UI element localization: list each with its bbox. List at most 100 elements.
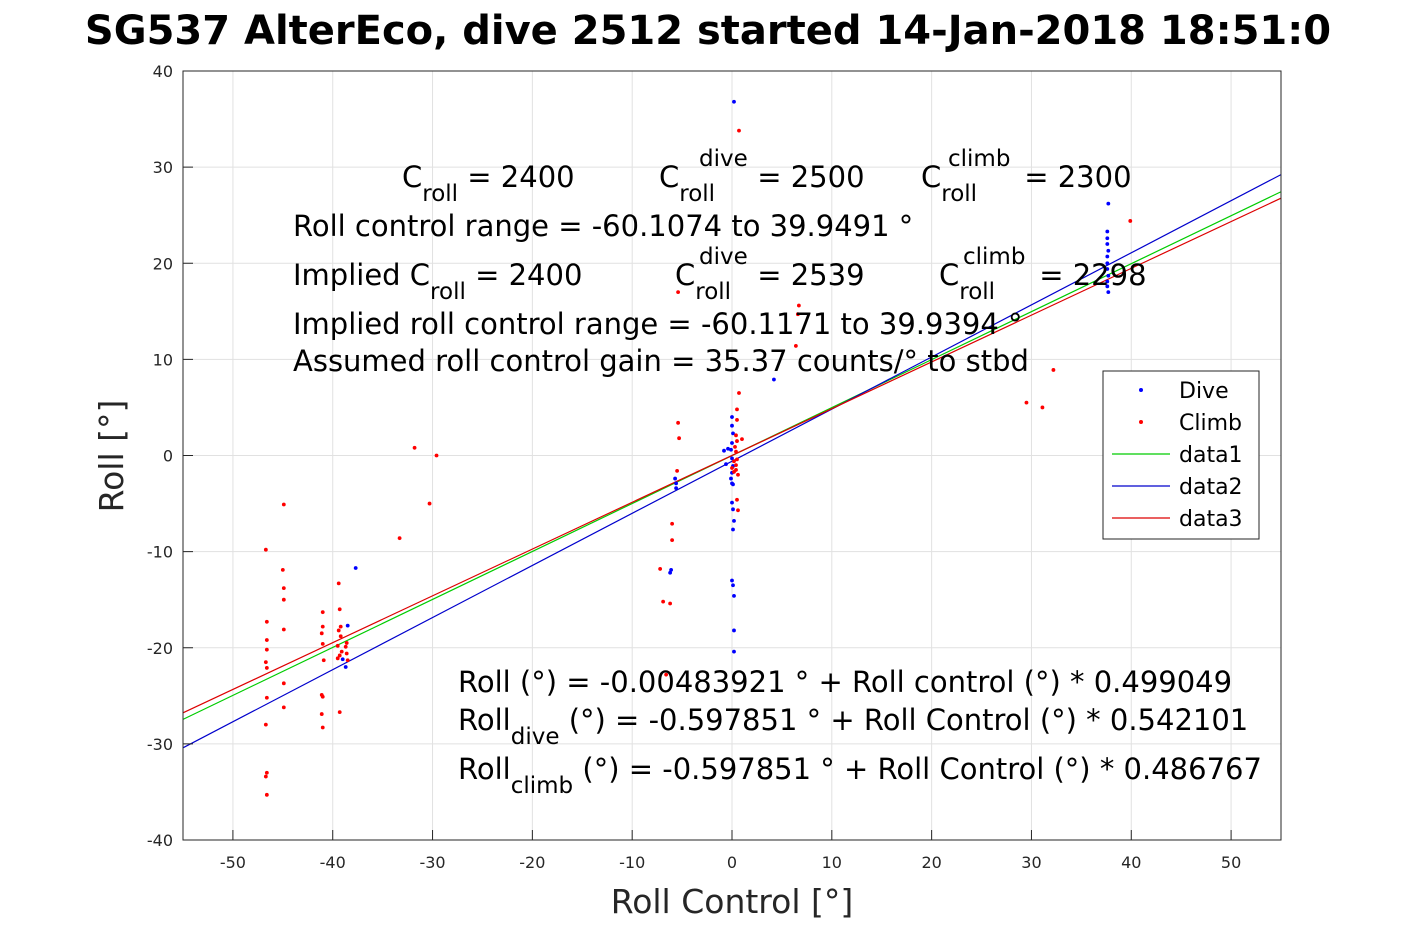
dive-point	[722, 448, 726, 453]
dive-point	[343, 665, 348, 669]
climb-point	[319, 631, 324, 636]
climb-point	[795, 312, 800, 317]
data-points	[263, 99, 1133, 797]
climb-point	[264, 666, 269, 670]
legend-marker-dive	[1139, 388, 1143, 392]
y-tick-label: -40	[147, 831, 173, 850]
climb-point	[734, 449, 738, 454]
dive-point	[1106, 248, 1111, 253]
dive-point	[730, 423, 734, 428]
fit-lines	[182, 174, 1282, 749]
climb-point	[675, 468, 679, 473]
annotation-implied-c-roll-dive: Crolldive = 2539	[675, 244, 865, 305]
annotation-implied-c-roll-climb: Crollclimb = 2298	[939, 244, 1147, 305]
climb-point	[737, 391, 741, 395]
dive-point	[1105, 254, 1110, 259]
dive-point	[772, 377, 776, 382]
dive-point	[1105, 229, 1110, 234]
climb-point	[321, 658, 326, 663]
annotation-implied-range: Implied roll control range = -60.1171 to…	[293, 307, 1023, 341]
dive-point	[731, 482, 735, 487]
climb-point	[263, 660, 268, 665]
legend-box	[1102, 370, 1260, 540]
climb-point	[668, 601, 673, 606]
y-tick-label: -30	[147, 735, 173, 754]
fit-line-data3	[182, 197, 1282, 714]
climb-point	[281, 586, 286, 591]
climb-point	[320, 725, 325, 730]
legend-label-climb: Climb	[1179, 411, 1242, 436]
climb-point	[734, 463, 738, 468]
climb-point	[281, 705, 286, 710]
climb-point	[338, 624, 343, 629]
climb-point	[263, 547, 268, 552]
chart-title: SG537 AlterEco, dive 2512 started 14-Jan…	[85, 8, 1331, 54]
climb-point	[338, 634, 343, 639]
climb-point	[676, 290, 680, 294]
dive-point	[732, 593, 736, 598]
climb-point	[735, 457, 739, 462]
dive-point	[674, 481, 679, 486]
dive-point	[353, 566, 358, 570]
climb-point	[264, 647, 269, 652]
climb-point	[793, 344, 798, 348]
dive-point	[729, 476, 733, 481]
dive-point	[1105, 279, 1110, 284]
y-tick-label: -20	[147, 639, 173, 658]
dive-point	[340, 657, 345, 662]
y-tick-label: 30	[153, 158, 173, 177]
climb-point	[796, 303, 801, 308]
climb-point	[735, 418, 739, 422]
climb-point	[336, 581, 341, 586]
dive-point	[1105, 242, 1110, 246]
dive-point	[1105, 261, 1110, 266]
climb-point	[670, 538, 675, 542]
dive-point	[1106, 273, 1111, 278]
dive-point	[1106, 290, 1111, 294]
legend-label-data1: data1	[1179, 443, 1243, 468]
dive-point	[732, 628, 736, 633]
climb-point	[264, 770, 269, 775]
annotation-roll-control-range: Roll control range = -60.1074 to 39.9491…	[293, 209, 913, 243]
climb-point	[737, 128, 741, 133]
climb-point	[263, 774, 268, 779]
y-tick-label: -10	[147, 543, 173, 562]
climb-point	[280, 567, 285, 572]
dive-point	[726, 446, 730, 451]
climb-point	[320, 694, 325, 699]
climb-point	[335, 643, 340, 648]
dive-point	[1105, 236, 1110, 241]
legend-marker-climb	[1139, 420, 1143, 424]
dive-point	[730, 456, 734, 461]
climb-point	[732, 469, 736, 474]
annotation-c-roll: Croll = 2400	[402, 160, 575, 207]
climb-point	[427, 501, 432, 506]
dive-point	[668, 570, 673, 575]
climb-point	[412, 445, 417, 450]
dive-point	[730, 500, 734, 505]
climb-point	[736, 508, 740, 513]
x-axis-label: Roll Control [°]	[611, 882, 854, 921]
climb-point	[337, 607, 342, 612]
climb-point	[281, 627, 286, 632]
legend-label-data2: data2	[1179, 475, 1243, 500]
climb-point	[320, 610, 325, 615]
dive-point	[732, 518, 736, 523]
climb-point	[319, 712, 324, 716]
climb-point	[337, 710, 342, 715]
climb-point	[281, 502, 286, 507]
legend-label-dive: Dive	[1179, 379, 1229, 404]
y-axis-label: Roll [°]	[92, 400, 131, 513]
annotation-c-roll-climb: Crollclimb = 2300	[921, 146, 1132, 207]
climb-point	[730, 466, 734, 470]
x-tick-label: 0	[727, 853, 737, 872]
dive-point	[345, 623, 350, 628]
x-tick-label: -50	[220, 853, 246, 872]
climb-point	[664, 672, 669, 677]
y-axis-ticks: 40 30 20 10 0 -10 -20 -30 -40	[147, 62, 193, 850]
climb-point	[263, 722, 268, 727]
annotation-implied-c-roll: Implied Croll = 2400	[293, 258, 582, 305]
annotation-fit-climb-equation: Rollclimb (°) = -0.597851 ° + Roll Contr…	[458, 752, 1262, 799]
dive-point	[731, 583, 735, 588]
